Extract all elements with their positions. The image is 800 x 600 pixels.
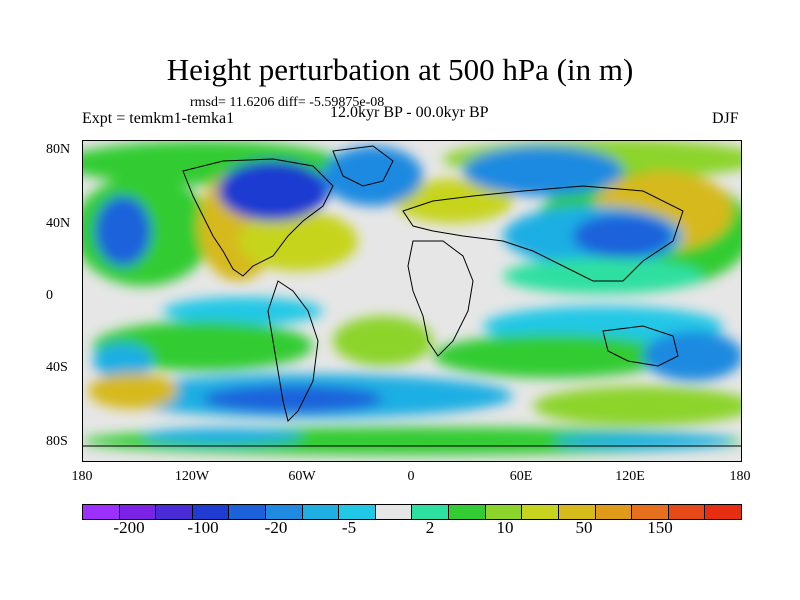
map-panel	[82, 140, 742, 462]
x-tick-label: 60W	[288, 469, 316, 484]
x-tick-label: 180	[729, 469, 751, 484]
colorbar-swatch	[375, 505, 413, 519]
colorbar-label: 150	[647, 518, 673, 537]
colorbar-label: 2	[425, 518, 435, 537]
colorbar-label: -200	[113, 518, 145, 537]
colorbar-label: -20	[264, 518, 288, 537]
colorbar-label: -100	[187, 518, 219, 537]
y-tick-label: 40S	[46, 360, 68, 375]
colorbar-swatch	[522, 505, 559, 519]
season-label: DJF	[712, 110, 739, 127]
x-tick-label: 0	[407, 469, 415, 484]
y-tick-label: 80S	[46, 434, 68, 449]
colorbar-swatch	[302, 505, 340, 519]
colorbar-label: 50	[575, 518, 593, 537]
colorbar-swatch	[156, 505, 193, 519]
y-tick-label: 0	[46, 288, 53, 303]
x-tick-label: 60E	[509, 469, 533, 484]
colorbar-swatch	[412, 505, 450, 519]
x-tick-label: 120E	[615, 469, 645, 484]
colorbar-swatch	[668, 505, 706, 519]
colorbar-swatch	[119, 505, 157, 519]
stats-label: rmsd= 11.6206 diff= -5.59875e-08	[190, 95, 385, 110]
contour-fill	[83, 141, 741, 455]
colorbar-swatch	[83, 505, 120, 519]
colorbar-swatch	[485, 505, 523, 519]
colorbar-swatch	[229, 505, 267, 519]
colorbar-swatch	[632, 505, 669, 519]
colorbar-swatch	[705, 505, 741, 519]
colorbar-swatch	[595, 505, 633, 519]
colorbar-swatch	[558, 505, 596, 519]
period-label: 12.0kyr BP - 00.0kyr BP	[330, 104, 489, 121]
colorbar-swatch	[449, 505, 486, 519]
height-perturbation-field	[83, 141, 741, 461]
y-tick-label: 80N	[46, 142, 71, 157]
colorbar-label: -5	[341, 518, 357, 537]
x-tick-label: 120W	[174, 469, 210, 484]
experiment-label: Expt = temkm1-temka1	[82, 110, 235, 127]
y-tick-label: 40N	[46, 216, 71, 231]
colorbar	[82, 504, 742, 520]
map-title: Height perturbation at 500 hPa (in m)	[166, 52, 634, 87]
colorbar-label: 10	[496, 518, 514, 537]
x-tick-label: 180	[71, 469, 93, 484]
colorbar-swatch	[339, 505, 376, 519]
coastlines	[83, 145, 741, 447]
colorbar-swatch	[266, 505, 303, 519]
colorbar-swatch	[192, 505, 230, 519]
